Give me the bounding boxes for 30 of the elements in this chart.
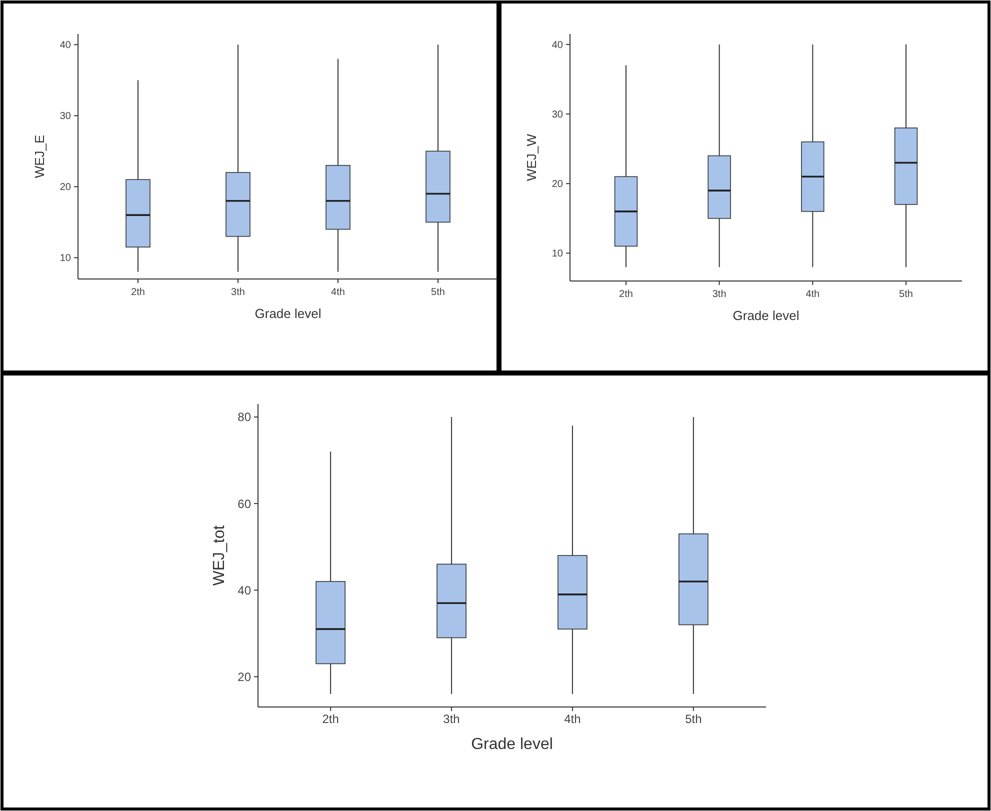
y-tick-label: 60 (238, 496, 252, 511)
x-tick-label: 5th (431, 287, 445, 298)
y-tick-label: 30 (552, 110, 564, 121)
y-tick-label: 10 (60, 253, 72, 264)
y-tick-label: 10 (552, 248, 564, 260)
x-tick-label: 3th (231, 287, 245, 298)
x-tick-label: 2th (322, 712, 339, 726)
y-tick-label: 80 (238, 410, 252, 424)
y-axis-title: WEJ_tot (211, 524, 228, 586)
x-tick-label: 2th (619, 289, 633, 300)
y-tick-label: 30 (60, 111, 72, 122)
x-tick-label: 3th (443, 712, 460, 726)
y-tick-label: 40 (238, 583, 252, 598)
x-tick-label: 5th (899, 289, 913, 300)
y-tick-label: 20 (238, 670, 252, 684)
y-axis-title: WEJ_E (32, 134, 47, 178)
y-tick-label: 20 (552, 179, 564, 190)
x-tick-label: 5th (685, 712, 702, 726)
y-axis-title: WEJ_W (524, 133, 539, 181)
y-tick-label: 40 (552, 40, 564, 51)
x-tick-label: 4th (331, 287, 345, 298)
x-axis-title: Grade level (254, 306, 322, 321)
x-tick-label: 4th (806, 289, 820, 300)
x-axis-title: Grade level (732, 308, 800, 323)
y-tick-label: 40 (60, 40, 72, 52)
x-tick-label: 2th (131, 287, 145, 298)
y-tick-label: 20 (60, 182, 72, 194)
x-axis-title: Grade level (471, 736, 553, 753)
x-tick-label: 4th (564, 712, 581, 726)
x-tick-label: 3th (712, 289, 726, 300)
